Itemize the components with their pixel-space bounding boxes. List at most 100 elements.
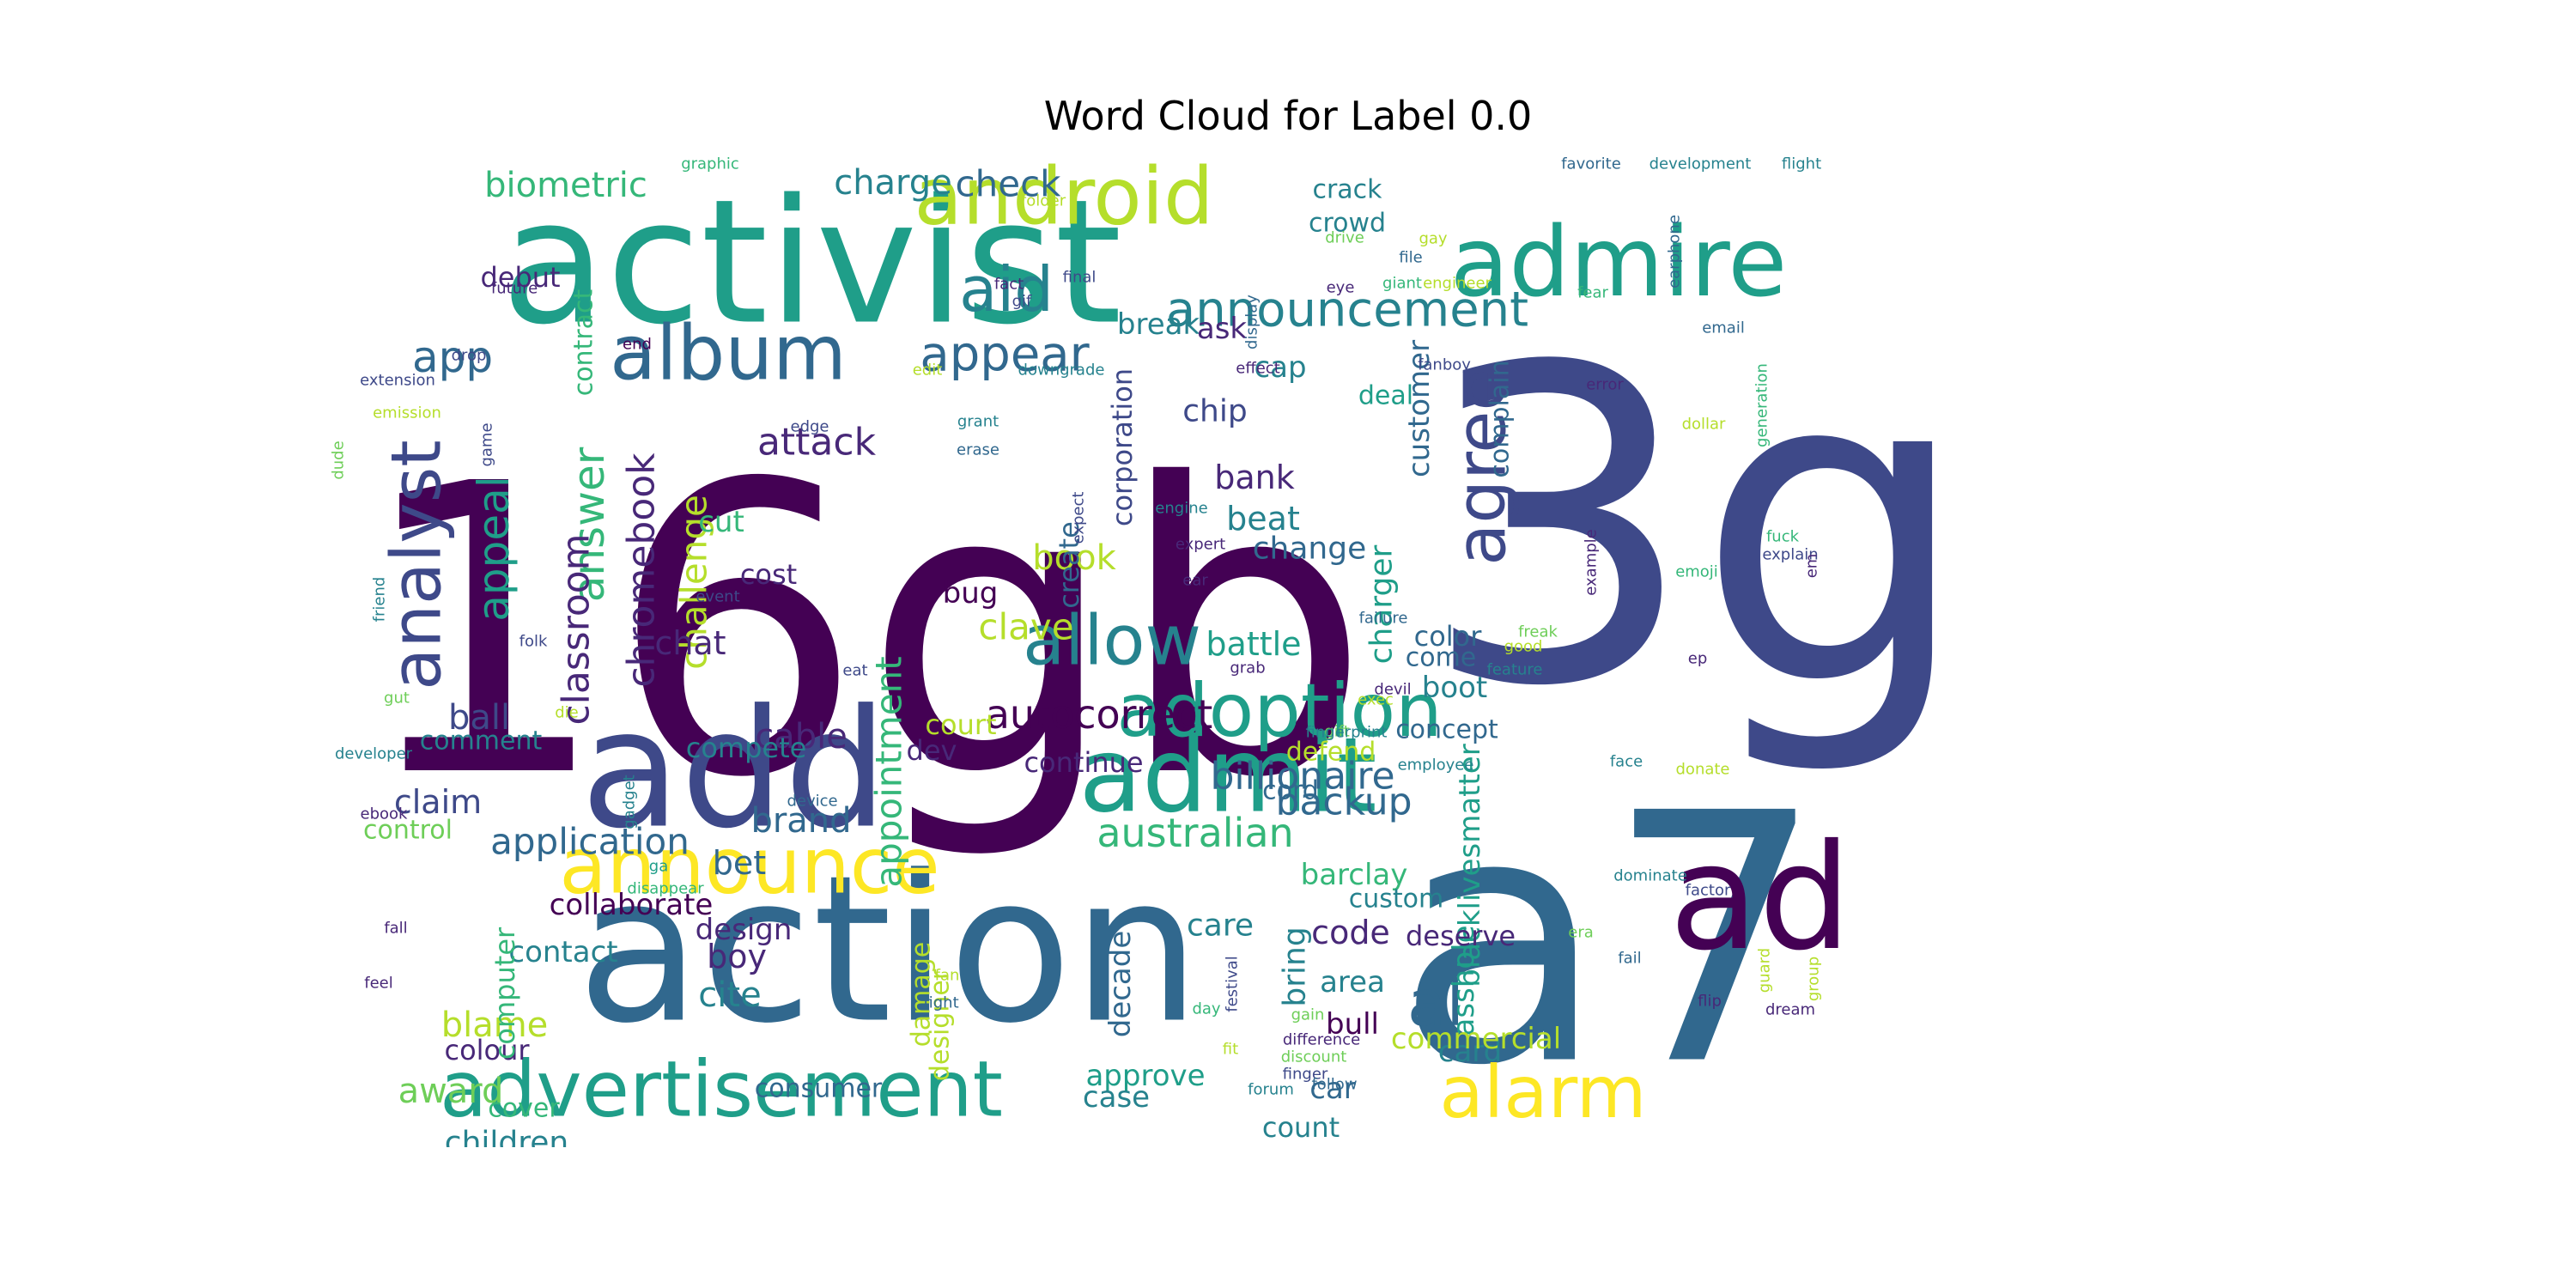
word-brand: brand (750, 801, 851, 841)
word-appointment: appointment (868, 656, 910, 887)
word-clave: clave (978, 606, 1073, 648)
word-chromebook: chromebook (620, 453, 664, 688)
word-action: action (577, 832, 1200, 1068)
word-continue: continue (1024, 746, 1143, 779)
word-drop: drop (452, 347, 487, 365)
word-designer: designer (926, 969, 956, 1081)
word-downgrade: downgrade (1018, 361, 1105, 380)
word-crowd: crowd (1309, 209, 1386, 239)
word-australian: australian (1097, 810, 1293, 856)
word-analyst: analyst (377, 440, 457, 690)
word-classroom: classroom (555, 533, 598, 725)
word-feature: feature (1487, 661, 1543, 679)
word-generation: generation (1753, 363, 1771, 447)
word-em: em (1803, 554, 1821, 579)
word-corporation: corporation (1106, 368, 1139, 526)
word-cut: cut (698, 505, 744, 539)
word-3g: 3g (1420, 276, 1971, 781)
word-favorite: favorite (1561, 155, 1621, 173)
word-admire: admire (1450, 207, 1787, 319)
word-boy: boy (707, 938, 767, 975)
word-ep: ep (1688, 650, 1708, 668)
word-future: future (491, 280, 538, 298)
word-ball: ball (448, 698, 510, 738)
word-fuck: fuck (1766, 528, 1800, 546)
word-complain: complain (1485, 360, 1516, 477)
word-failure: failure (1359, 610, 1408, 628)
word-add: add (580, 675, 888, 865)
word-answer: answer (564, 447, 614, 602)
word-app: app (412, 332, 493, 382)
word-book: book (1032, 538, 1116, 578)
word-expert: expert (1176, 536, 1225, 554)
word-billionaire: billionaire (1210, 755, 1394, 799)
word-customer: customer (1402, 340, 1437, 477)
word-16gb: 16gb (355, 399, 1370, 865)
word-debut: debut (480, 261, 560, 294)
word-color: color (1414, 620, 1483, 653)
word-custom: custom (1349, 884, 1443, 914)
word-folder: folder (1021, 192, 1066, 210)
word-cite: cite (698, 975, 761, 1015)
word-emission: emission (373, 404, 441, 422)
word-deal: deal (1358, 381, 1413, 411)
word-fan: fan (935, 967, 960, 985)
word-approve: approve (1085, 1059, 1205, 1093)
word-attack: attack (757, 421, 877, 465)
word-graphic: graphic (681, 155, 739, 173)
word-gif: gif (1012, 293, 1032, 311)
word-colour: colour (444, 1034, 530, 1066)
word-finger: finger (1283, 1066, 1328, 1084)
word-grant: grant (957, 413, 999, 431)
word-event: event (696, 588, 739, 606)
word-blame: blame (441, 1005, 549, 1045)
word-bet: bet (713, 844, 766, 882)
word-bring: bring (1278, 927, 1313, 1006)
word-area: area (1320, 965, 1385, 999)
word-bank: bank (1214, 459, 1295, 496)
word-group: group (1805, 957, 1823, 1001)
word-dominate: dominate (1613, 867, 1687, 885)
word-explain: explain (1762, 546, 1818, 564)
word-court: court (925, 708, 996, 741)
word-flip: flip (1698, 993, 1722, 1011)
word-announce: announce (559, 822, 939, 912)
word-ebook: ebook (361, 805, 409, 823)
word-commercial: commercial (1391, 1022, 1561, 1056)
word-edge: edge (791, 418, 829, 436)
word-fail: fail (1618, 950, 1641, 968)
word-boot: boot (1422, 671, 1488, 705)
word-comment: comment (420, 726, 543, 756)
word-earphone: earphone (1666, 215, 1684, 289)
word-chat: chat (654, 624, 726, 662)
word-android: android (914, 151, 1213, 243)
word-autocorrect: autocorrect (986, 691, 1213, 738)
word-folk: folk (519, 633, 548, 651)
word-blacklivesmatter: blacklivesmatter (1453, 744, 1487, 987)
word-backup: backup (1275, 781, 1412, 824)
word-album: album (610, 309, 847, 398)
word-festival: festival (1224, 956, 1242, 1012)
word-car: car (1309, 1072, 1356, 1106)
word-challenge: challenge (673, 495, 715, 670)
word-guard: guard (1756, 948, 1774, 993)
word-fight: fight (923, 994, 958, 1012)
word-appear: appear (920, 327, 1090, 383)
word-dream: dream (1765, 1001, 1815, 1019)
word-freak: freak (1518, 623, 1558, 641)
word-developer: developer (335, 745, 413, 763)
word-contract: contract (569, 289, 599, 396)
word-adoption: adoption (1116, 668, 1442, 754)
word-award: award (398, 1072, 504, 1111)
word-gay: gay (1419, 230, 1447, 248)
word-contact: contact (508, 935, 617, 969)
word-die: die (555, 704, 579, 722)
word-gain: gain (1291, 1006, 1325, 1024)
word-alarm: alarm (1439, 1050, 1646, 1134)
word-forum: forum (1248, 1081, 1294, 1099)
word-email: email (1702, 319, 1745, 337)
word-giant: giant (1382, 275, 1422, 293)
word-factor: factor (1686, 882, 1731, 900)
word-fact: fact (994, 276, 1024, 294)
word-devil: devil (1374, 681, 1411, 699)
